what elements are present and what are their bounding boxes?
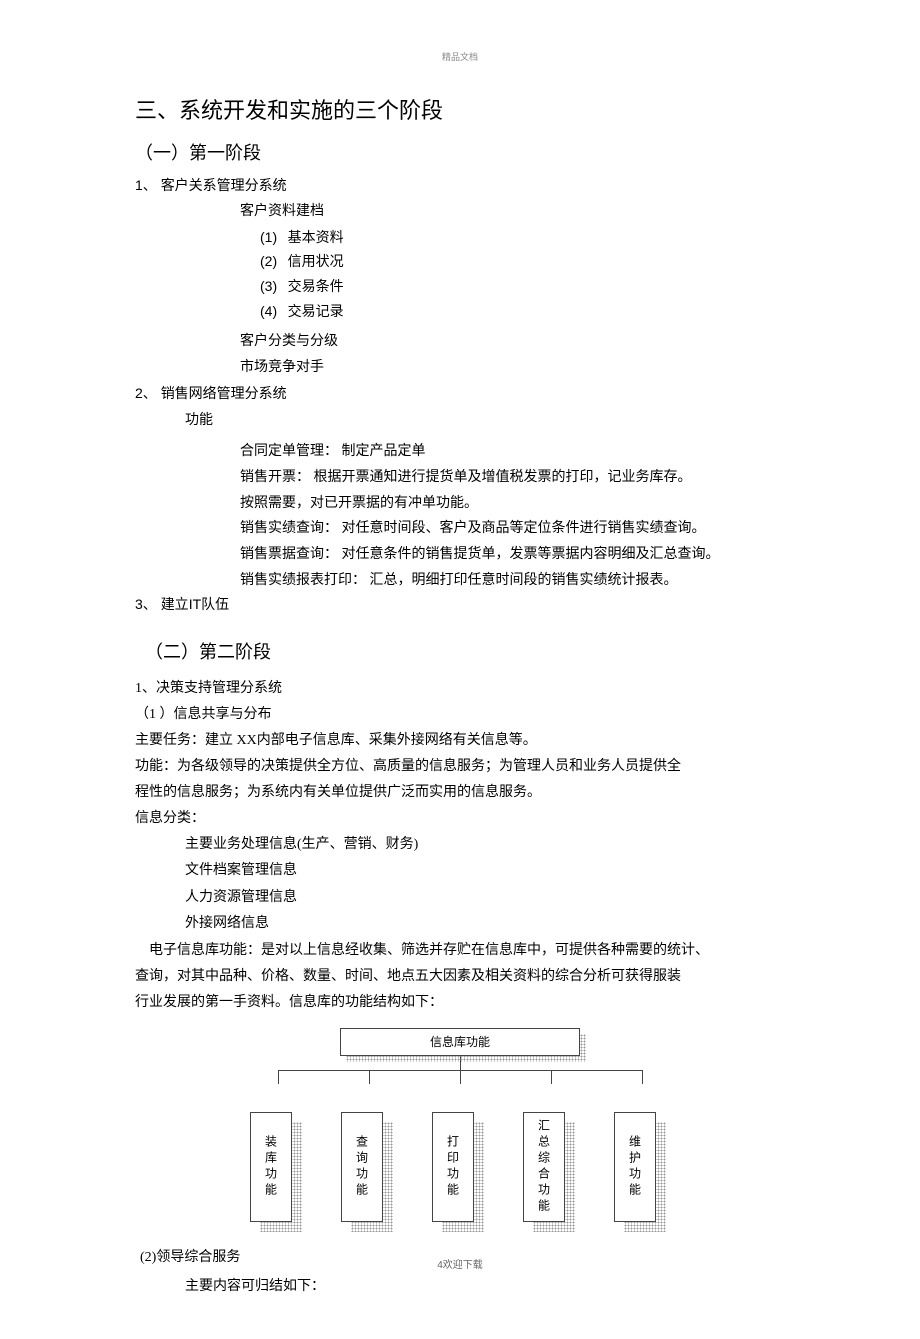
- paragraph: 信息分类：: [135, 806, 785, 832]
- diagram-box-wrap: 汇总综合功能: [523, 1112, 579, 1222]
- list-item: (4) 交易记录: [260, 301, 785, 324]
- list-num: (2): [260, 253, 277, 269]
- func-line: 销售开票： 根据开票通知进行提货单及增值税发票的打印，记业务库存。: [240, 465, 785, 491]
- diagram-box: 查询功能: [341, 1112, 383, 1222]
- phase2-s1-heading: 1、决策支持管理分系统: [135, 676, 785, 702]
- list-item: (3) 交易条件: [260, 276, 785, 299]
- diagram-boxes: 装库功能 查询功能 打印功能 汇总综合功能 维护功能: [250, 1112, 670, 1222]
- phase1-heading: （一）第一阶段: [135, 139, 785, 165]
- list-item: (1) 基本资料: [260, 227, 785, 250]
- phase2-s1-2-content: 主要内容可归结如下：: [185, 1274, 785, 1300]
- diagram: 信息库功能 装库功能 查询功能 打印功能: [250, 1028, 670, 1222]
- page-footer: 4欢迎下载: [0, 1256, 920, 1271]
- phase1-s2-heading: 2、 销售网络管理分系统: [135, 383, 785, 403]
- diagram-box: 汇总综合功能: [523, 1112, 565, 1222]
- paragraph: 程性的信息服务；为系统内有关单位提供广泛而实用的信息服务。: [135, 780, 785, 806]
- phase2-s1-1-heading: （1 ）信息共享与分布: [135, 702, 785, 728]
- phase2-s1-1-num: （1 ）: [135, 707, 174, 722]
- func-line: 销售实绩报表打印： 汇总，明细打印任意时间段的销售实绩统计报表。: [240, 568, 785, 594]
- phase2-s1-1-label: 信息共享与分布: [174, 707, 272, 722]
- list-text: 交易条件: [288, 280, 344, 295]
- section-title: 三、系统开发和实施的三个阶段: [135, 93, 785, 125]
- phase1-s1-num: 1、: [135, 177, 157, 193]
- diagram-box: 维护功能: [614, 1112, 656, 1222]
- list-num: (3): [260, 278, 277, 294]
- footer-label: 欢迎下载: [443, 1260, 483, 1271]
- list-text: 基本资料: [288, 231, 344, 246]
- diagram-box-wrap: 打印功能: [432, 1112, 488, 1222]
- func-line: 销售票据查询： 对任意条件的销售提货单，发票等票据内容明细及汇总查询。: [240, 542, 785, 568]
- phase2-heading: （二）第二阶段: [145, 638, 785, 664]
- diagram-top-box: 信息库功能: [340, 1028, 580, 1056]
- diagram-box-label: 打印功能: [445, 1135, 462, 1199]
- db-desc: 查询，对其中品种、价格、数量、时间、地点五大因素及相关资料的综合分析可获得服装: [135, 964, 785, 990]
- list-item: (2) 信用状况: [260, 251, 785, 274]
- info-list-item: 人力资源管理信息: [185, 885, 785, 912]
- paragraph: 功能：为各级领导的决策提供全方位、高质量的信息服务；为管理人员和业务人员提供全: [135, 754, 785, 780]
- phase1-s1-heading: 1、 客户关系管理分系统: [135, 175, 785, 195]
- diagram-box-wrap: 维护功能: [614, 1112, 670, 1222]
- phase1-s3-heading: 3、 建立IT队伍: [135, 594, 785, 614]
- phase1-s3-it: IT: [189, 596, 201, 612]
- header-watermark: 精品文档: [135, 50, 785, 63]
- phase1-s2-label: 销售网络管理分系统: [161, 387, 287, 402]
- phase1-s1-sub3: 市场竞争对手: [240, 357, 785, 379]
- diagram-connector: [250, 1070, 670, 1084]
- info-list-item: 文件档案管理信息: [185, 858, 785, 885]
- db-desc: 行业发展的第一手资料。信息库的功能结构如下：: [135, 990, 785, 1016]
- diagram-box: 打印功能: [432, 1112, 474, 1222]
- func-label: 功能: [185, 409, 785, 429]
- func-line: 合同定单管理： 制定产品定单: [240, 439, 785, 465]
- phase1-s1-sub2: 客户分类与分级: [240, 331, 785, 353]
- info-list-item: 外接网络信息: [185, 911, 785, 938]
- phase1-s3-post: 队伍: [201, 598, 229, 613]
- diagram-box-label: 查询功能: [354, 1135, 371, 1199]
- func-line: 销售实绩查询： 对任意时间段、客户及商品等定位条件进行销售实绩查询。: [240, 516, 785, 542]
- phase1-s1-label: 客户关系管理分系统: [161, 179, 287, 194]
- list-text: 信用状况: [288, 255, 344, 270]
- phase1-s3-num: 3、: [135, 596, 157, 612]
- info-list-item: 主要业务处理信息(生产、营销、财务): [185, 832, 785, 859]
- phase1-s2-num: 2、: [135, 385, 157, 401]
- diagram-box-label: 维护功能: [627, 1135, 644, 1199]
- document-page: 精品文档 三、系统开发和实施的三个阶段 （一）第一阶段 1、 客户关系管理分系统…: [0, 0, 920, 1339]
- list-num: (4): [260, 303, 277, 319]
- paragraph: 主要任务：建立 XX内部电子信息库、采集外接网络有关信息等。: [135, 728, 785, 754]
- phase2-s1-label: 决策支持管理分系统: [156, 681, 282, 696]
- phase1-s3-pre: 建立: [161, 598, 189, 613]
- list-num: (1): [260, 229, 277, 245]
- diagram-box-label: 装库功能: [263, 1135, 280, 1199]
- phase2-s1-num: 1、: [135, 681, 156, 696]
- func-line: 按照需要，对已开票据的有冲单功能。: [240, 491, 785, 517]
- diagram-box-wrap: 装库功能: [250, 1112, 306, 1222]
- list-text: 交易记录: [288, 305, 344, 320]
- diagram-box: 装库功能: [250, 1112, 292, 1222]
- phase1-s1-sub1: 客户资料建档: [240, 201, 785, 223]
- db-desc: 电子信息库功能：是对以上信息经收集、筛选并存贮在信息库中，可提供各种需要的统计、: [135, 938, 785, 964]
- diagram-box-label: 汇总综合功能: [536, 1119, 553, 1215]
- diagram-box-wrap: 查询功能: [341, 1112, 397, 1222]
